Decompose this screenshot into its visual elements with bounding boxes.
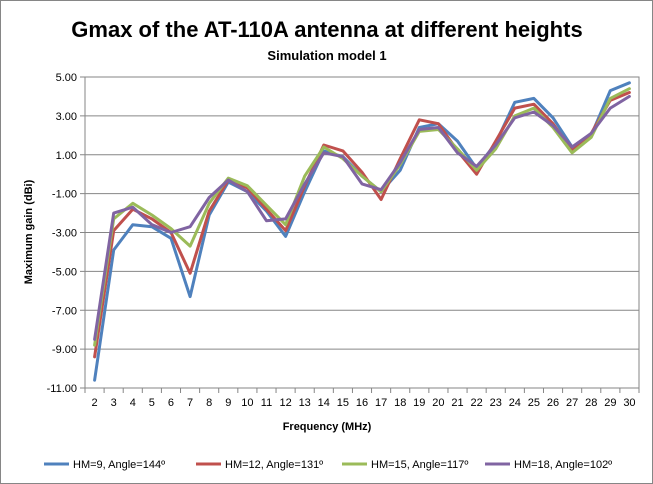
y-tick-label: -1.00 [52, 189, 77, 201]
y-tick-label: 1.00 [56, 150, 77, 162]
y-axis-title: Maximum gain (dBi) [23, 179, 35, 284]
y-tick-label: -9.00 [52, 344, 77, 356]
legend-label: HM=15, Angle=117º [371, 459, 468, 471]
x-tick-label: 19 [413, 397, 425, 409]
x-axis-title: Frequency (MHz) [283, 421, 372, 433]
legend-label: HM=18, Angle=102º [514, 459, 612, 471]
x-tick-label: 22 [470, 397, 482, 409]
x-tick-label: 25 [528, 397, 540, 409]
x-tick-label: 3 [111, 397, 117, 409]
x-tick-label: 18 [394, 397, 406, 409]
series-line-2 [93, 91, 631, 359]
y-tick-label: 3.00 [56, 111, 77, 123]
x-tick-label: 5 [149, 397, 155, 409]
x-tick-label: 11 [261, 397, 272, 409]
x-tick-label: 13 [299, 397, 311, 409]
series-line-4 [93, 94, 631, 341]
grid-lines [80, 76, 639, 389]
x-tick-label: 2 [91, 397, 97, 409]
legend-label: HM=9, Angle=144º [73, 459, 165, 471]
y-axis-tick-labels: 5.00 3.00 1.00 -1.00 -3.00 -5.00 -7.00 -9.00 -11… [47, 72, 77, 395]
y-tick-label: -3.00 [52, 228, 77, 240]
x-tick-label: 7 [187, 397, 193, 409]
x-tick-label: 9 [225, 397, 231, 409]
x-tick-label: 10 [241, 397, 253, 409]
y-tick-label: -5.00 [52, 266, 77, 278]
legend: HM=9, Angle=144º HM=12, Angle=131º HM=15, … [44, 459, 612, 471]
x-tick-label: 20 [432, 397, 444, 409]
x-axis-tick-labels: 2 3 4 5 6 7 8 9 10 11 12 13 14 15 16 17 18 19 20 21 22 23 24 25… [84, 388, 640, 409]
x-tick-label: 4 [130, 397, 136, 409]
x-tick-label: 23 [490, 397, 502, 409]
series-line-3 [93, 87, 631, 347]
x-tick-label: 12 [279, 397, 291, 409]
x-tick-label: 21 [451, 397, 463, 409]
x-tick-label: 26 [547, 397, 559, 409]
x-tick-label: 29 [604, 397, 616, 409]
series-lines [93, 81, 631, 382]
x-tick-label: 28 [585, 397, 597, 409]
x-tick-label: 27 [566, 397, 578, 409]
chart-title: Gmax of the AT-110A antenna at different… [71, 17, 582, 42]
x-tick-label: 8 [206, 397, 212, 409]
chart-subtitle: Simulation model 1 [267, 48, 386, 63]
x-tick-label: 24 [509, 397, 521, 409]
legend-label: HM=12, Angle=131º [225, 459, 323, 471]
y-tick-label: -7.00 [52, 305, 77, 317]
x-tick-label: 6 [168, 397, 174, 409]
x-tick-label: 16 [356, 397, 368, 409]
x-tick-label: 17 [375, 397, 387, 409]
x-tick-label: 14 [318, 397, 330, 409]
y-tick-label: -11.00 [47, 383, 77, 395]
x-tick-label: 15 [337, 397, 349, 409]
y-tick-label: 5.00 [56, 72, 77, 84]
x-tick-label: 30 [623, 397, 635, 409]
